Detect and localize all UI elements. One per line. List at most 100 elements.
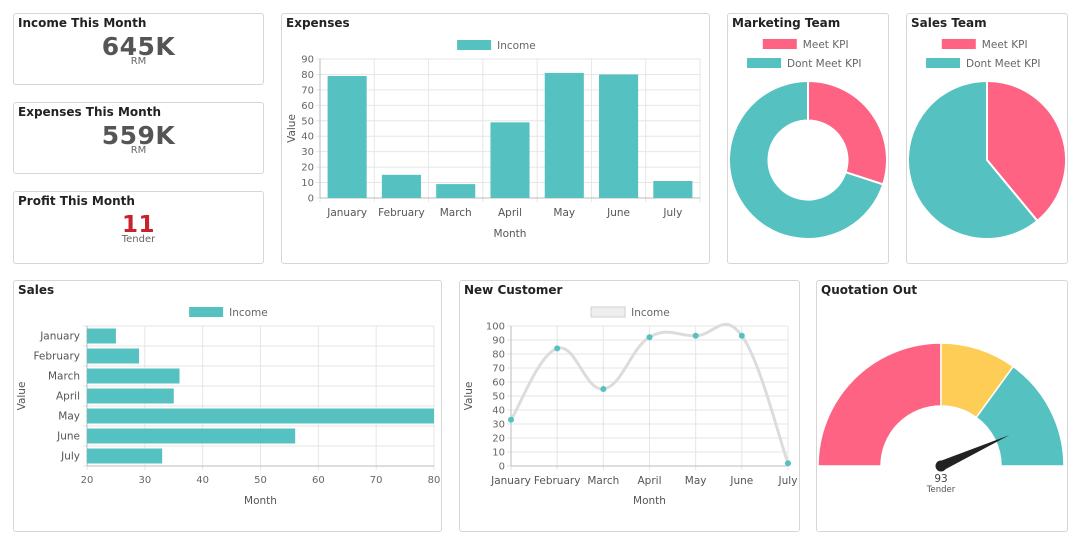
customer-point [692, 332, 699, 339]
income-card: Income This Month 645K RM [13, 13, 264, 85]
sales-bar [87, 348, 140, 364]
sales-x-tick: 50 [254, 475, 267, 486]
customer-y-tick: 60 [492, 378, 505, 389]
expenses-value: 559K [101, 121, 176, 150]
customer-y-tick: 70 [492, 364, 505, 375]
sales-x-label: Month [244, 495, 277, 507]
expenses-y-tick: 30 [301, 147, 314, 158]
profit-title: Profit This Month [18, 194, 135, 208]
income-title: Income This Month [18, 16, 147, 30]
expenses-bar [490, 122, 530, 198]
sales-bar [87, 428, 296, 444]
expenses-chart-title: Expenses [286, 16, 350, 30]
new-customer-line-chart: Income 0 10 20 30 40 50 60 70 80 90 100 January Febru… [463, 306, 798, 507]
sales-horizontal-bar-chart: Income 20 30 40 50 60 70 80 January February March… [16, 307, 441, 507]
quotation-segment [975, 365, 1065, 467]
customer-y-tick: 0 [499, 462, 505, 473]
sales-team-card: Sales Team Meet KPI Dont Meet KPI [906, 13, 1068, 264]
expenses-chart-card: Expenses Income 0 10 20 30 40 50 60 70 80 90 Januar… [281, 13, 710, 264]
sales-bar [87, 328, 116, 344]
expenses-y-label: Value [286, 114, 298, 143]
sales-chart-title: Sales [18, 283, 55, 297]
customer-x-tick: July [778, 475, 798, 487]
customer-y-tick: 50 [492, 392, 505, 403]
customer-y-tick: 30 [492, 420, 505, 431]
marketing-legend-dont-label: Dont Meet KPI [787, 58, 861, 70]
expenses-y-tick: 10 [301, 178, 314, 189]
expenses-x-tick: May [553, 207, 575, 219]
expenses-x-tick: January [326, 207, 367, 219]
sales-x-tick: 40 [196, 475, 209, 486]
expenses-bar [653, 181, 693, 198]
customer-point [508, 416, 514, 423]
gauge-value: 93 [934, 473, 947, 485]
expenses-y-tick: 20 [301, 163, 314, 174]
marketing-team-card: Marketing Team Meet KPI Dont Meet KPI [727, 13, 889, 264]
gauge-needle-hub [935, 460, 947, 472]
profit-value: 11 [121, 212, 155, 238]
customer-y-tick: 10 [492, 448, 505, 459]
sales-y-tick: January [39, 331, 80, 343]
customer-point [646, 334, 653, 341]
quotation-title: Quotation Out [821, 283, 918, 297]
expenses-unit: RM [130, 145, 147, 156]
sales-y-tick: March [48, 371, 80, 383]
sales-x-tick: 80 [428, 475, 441, 486]
expenses-x-tick: April [498, 207, 522, 219]
income-unit: RM [130, 56, 147, 67]
salesteam-slice-meet [986, 79, 1067, 223]
gauge-needle [938, 435, 1010, 471]
new-customer-title: New Customer [464, 283, 563, 297]
salesteam-legend-meet-swatch [941, 39, 976, 49]
customer-y-tick: 90 [492, 336, 505, 347]
quotation-segment [817, 342, 942, 467]
customer-y-tick: 20 [492, 434, 505, 445]
expenses-y-tick: 70 [301, 85, 314, 96]
customer-legend-swatch [590, 306, 626, 318]
expenses-card: Expenses This Month 559K RM [13, 102, 264, 174]
marketing-legend-meet-label: Meet KPI [803, 39, 849, 51]
customer-point [554, 345, 561, 352]
marketing-slice-dont-meet [728, 79, 885, 240]
customer-x-tick: April [638, 475, 662, 487]
expenses-y-tick: 50 [301, 116, 314, 127]
expenses-bar [544, 72, 584, 198]
marketing-legend-meet-swatch [762, 39, 797, 49]
expenses-x-tick: March [440, 207, 472, 219]
expenses-legend-label: Income [497, 40, 536, 52]
marketing-doughnut-chart: Meet KPI Dont Meet KPI [728, 39, 888, 240]
sales-y-tick: May [58, 411, 80, 423]
customer-legend-label: Income [631, 307, 670, 319]
marketing-slice-meet [807, 79, 888, 186]
expenses-bar [436, 184, 476, 198]
expenses-y-tick: 80 [301, 70, 314, 81]
salesteam-legend-dont-label: Dont Meet KPI [966, 58, 1040, 70]
sales-chart-card: Sales Income 20 30 40 50 60 70 80 January Februar… [13, 280, 442, 532]
sales-legend-swatch [189, 307, 224, 317]
expenses-x-tick: June [606, 207, 630, 219]
salesteam-legend-meet-label: Meet KPI [982, 39, 1028, 51]
customer-y-tick: 100 [486, 322, 505, 333]
sales-y-tick: June [56, 431, 80, 443]
sales-team-pie-chart: Meet KPI Dont Meet KPI [907, 39, 1067, 240]
expenses-y-tick: 0 [308, 194, 314, 205]
profit-card: Profit This Month 11 Tender [13, 191, 264, 264]
sales-y-label: Value [16, 382, 28, 411]
sales-bar [87, 448, 163, 464]
expenses-legend-swatch [457, 40, 492, 50]
customer-point [785, 460, 791, 467]
expenses-bar [381, 174, 421, 198]
expenses-bar [599, 74, 639, 198]
expenses-y-tick: 40 [301, 132, 314, 143]
customer-x-tick: February [534, 475, 581, 487]
sales-legend-label: Income [229, 307, 268, 319]
sales-x-tick: 60 [312, 475, 325, 486]
customer-point [738, 332, 745, 339]
salesteam-legend-dont-swatch [926, 58, 961, 68]
expenses-y-tick: 60 [301, 101, 314, 112]
profit-unit: Tender [121, 234, 156, 245]
customer-y-tick: 40 [492, 406, 505, 417]
salesteam-slice-dont-meet [907, 79, 1039, 240]
expenses-x-tick: July [662, 207, 682, 219]
